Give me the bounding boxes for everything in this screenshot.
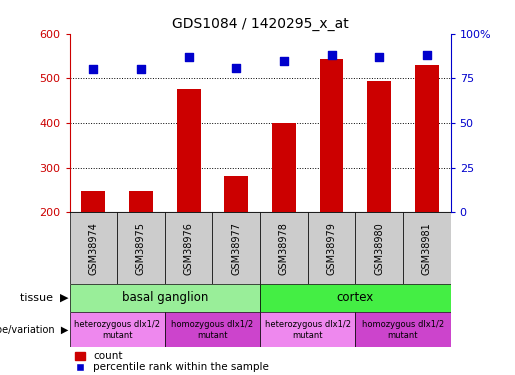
Bar bbox=[403, 212, 451, 284]
Bar bbox=[355, 312, 451, 347]
Legend: count, percentile rank within the sample: count, percentile rank within the sample bbox=[75, 351, 269, 372]
Bar bbox=[260, 284, 451, 312]
Bar bbox=[177, 89, 200, 212]
Bar bbox=[260, 212, 308, 284]
Bar bbox=[260, 312, 355, 347]
Bar bbox=[81, 191, 105, 212]
Bar bbox=[272, 123, 296, 212]
Text: genotype/variation  ▶: genotype/variation ▶ bbox=[0, 324, 68, 334]
Text: homozygous dlx1/2
mutant: homozygous dlx1/2 mutant bbox=[362, 320, 444, 340]
Text: GSM38978: GSM38978 bbox=[279, 222, 289, 274]
Bar bbox=[70, 284, 260, 312]
Text: GSM38975: GSM38975 bbox=[136, 222, 146, 274]
Bar bbox=[367, 81, 391, 212]
Text: GSM38974: GSM38974 bbox=[89, 222, 98, 274]
Bar bbox=[70, 212, 117, 284]
Title: GDS1084 / 1420295_x_at: GDS1084 / 1420295_x_at bbox=[171, 17, 349, 32]
Text: GSM38980: GSM38980 bbox=[374, 222, 384, 274]
Bar bbox=[225, 176, 248, 212]
Bar bbox=[307, 212, 355, 284]
Text: GSM38981: GSM38981 bbox=[422, 222, 432, 274]
Text: basal ganglion: basal ganglion bbox=[122, 291, 208, 304]
Bar bbox=[117, 212, 165, 284]
Point bbox=[184, 54, 193, 60]
Bar bbox=[70, 312, 165, 347]
Bar bbox=[129, 191, 153, 212]
Point bbox=[137, 66, 145, 72]
Point bbox=[89, 66, 97, 72]
Point bbox=[423, 52, 431, 58]
Bar bbox=[320, 59, 344, 212]
Bar bbox=[415, 65, 439, 212]
Bar bbox=[212, 212, 260, 284]
Text: heterozygous dlx1/2
mutant: heterozygous dlx1/2 mutant bbox=[265, 320, 351, 340]
Point bbox=[280, 57, 288, 63]
Bar bbox=[355, 212, 403, 284]
Bar bbox=[165, 312, 260, 347]
Point bbox=[328, 52, 336, 58]
Point bbox=[375, 54, 383, 60]
Text: GSM38977: GSM38977 bbox=[231, 222, 241, 274]
Text: heterozygous dlx1/2
mutant: heterozygous dlx1/2 mutant bbox=[74, 320, 160, 340]
Text: cortex: cortex bbox=[337, 291, 374, 304]
Text: GSM38979: GSM38979 bbox=[327, 222, 336, 274]
Text: tissue  ▶: tissue ▶ bbox=[20, 293, 68, 303]
Bar bbox=[165, 212, 212, 284]
Text: GSM38976: GSM38976 bbox=[184, 222, 194, 274]
Point bbox=[232, 65, 241, 71]
Text: homozygous dlx1/2
mutant: homozygous dlx1/2 mutant bbox=[171, 320, 253, 340]
